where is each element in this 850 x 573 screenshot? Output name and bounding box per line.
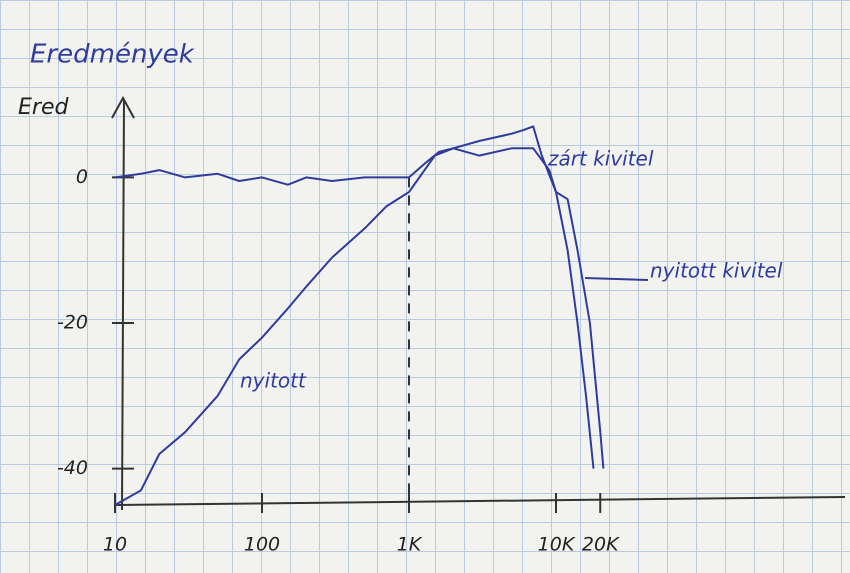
x-tick-label: 100 bbox=[244, 534, 280, 556]
y-tick-label: -40 bbox=[57, 457, 88, 479]
y-axis bbox=[122, 100, 124, 510]
y-tick-label: 0 bbox=[76, 166, 88, 188]
y-axis-label: Ered bbox=[18, 95, 69, 120]
line-series bbox=[115, 126, 594, 505]
y-tick-label: -20 bbox=[57, 312, 88, 334]
x-tick-label: 1K bbox=[397, 534, 423, 556]
annotation: nyitott bbox=[240, 369, 307, 393]
series-label: zárt kivitel bbox=[547, 147, 654, 171]
x-axis bbox=[115, 497, 845, 505]
line-series bbox=[115, 148, 603, 468]
annotation-leader bbox=[585, 278, 648, 280]
chart-title: Eredmények bbox=[30, 40, 195, 70]
chart: Eredmények Ered 0 -20 -40 10 100 1K 10K 20K zárt… bbox=[0, 0, 850, 573]
x-tick-label: 20K bbox=[582, 534, 620, 556]
x-tick-label: 10K bbox=[538, 534, 576, 556]
x-tick-label: 10 bbox=[103, 534, 127, 556]
series-label: nyitott kivitel bbox=[650, 259, 783, 283]
